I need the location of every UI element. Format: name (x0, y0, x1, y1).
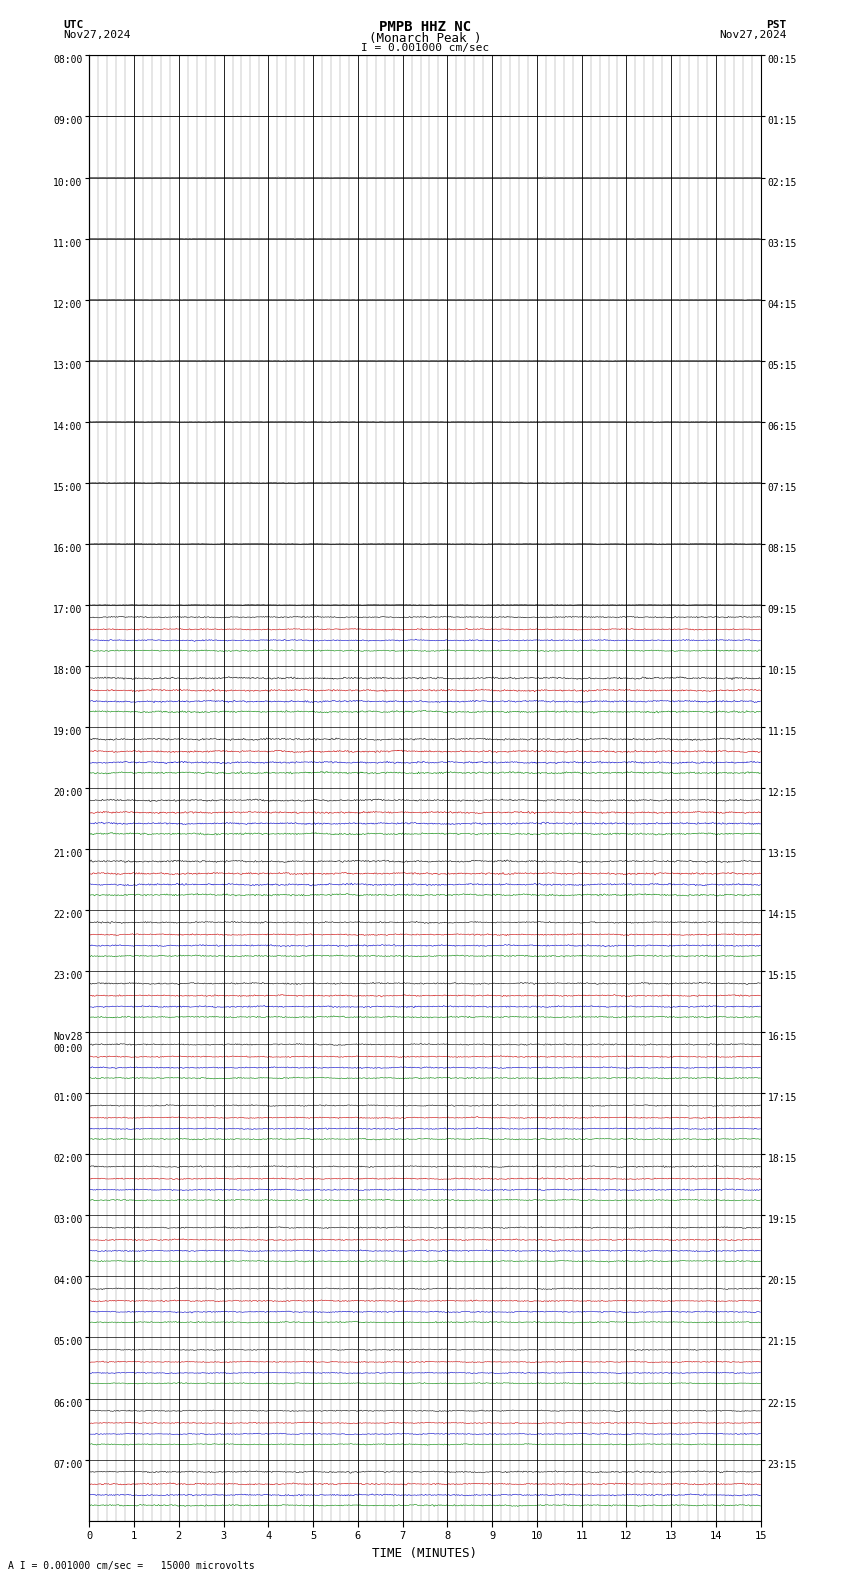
Text: PMPB HHZ NC: PMPB HHZ NC (379, 19, 471, 33)
Text: PST: PST (766, 19, 786, 30)
Text: Nov27,2024: Nov27,2024 (64, 30, 131, 40)
X-axis label: TIME (MINUTES): TIME (MINUTES) (372, 1546, 478, 1560)
Text: Nov27,2024: Nov27,2024 (719, 30, 786, 40)
Text: (Monarch Peak ): (Monarch Peak ) (369, 32, 481, 44)
Text: A I = 0.001000 cm/sec =   15000 microvolts: A I = 0.001000 cm/sec = 15000 microvolts (8, 1562, 255, 1571)
Text: UTC: UTC (64, 19, 84, 30)
Text: I = 0.001000 cm/sec: I = 0.001000 cm/sec (361, 43, 489, 52)
